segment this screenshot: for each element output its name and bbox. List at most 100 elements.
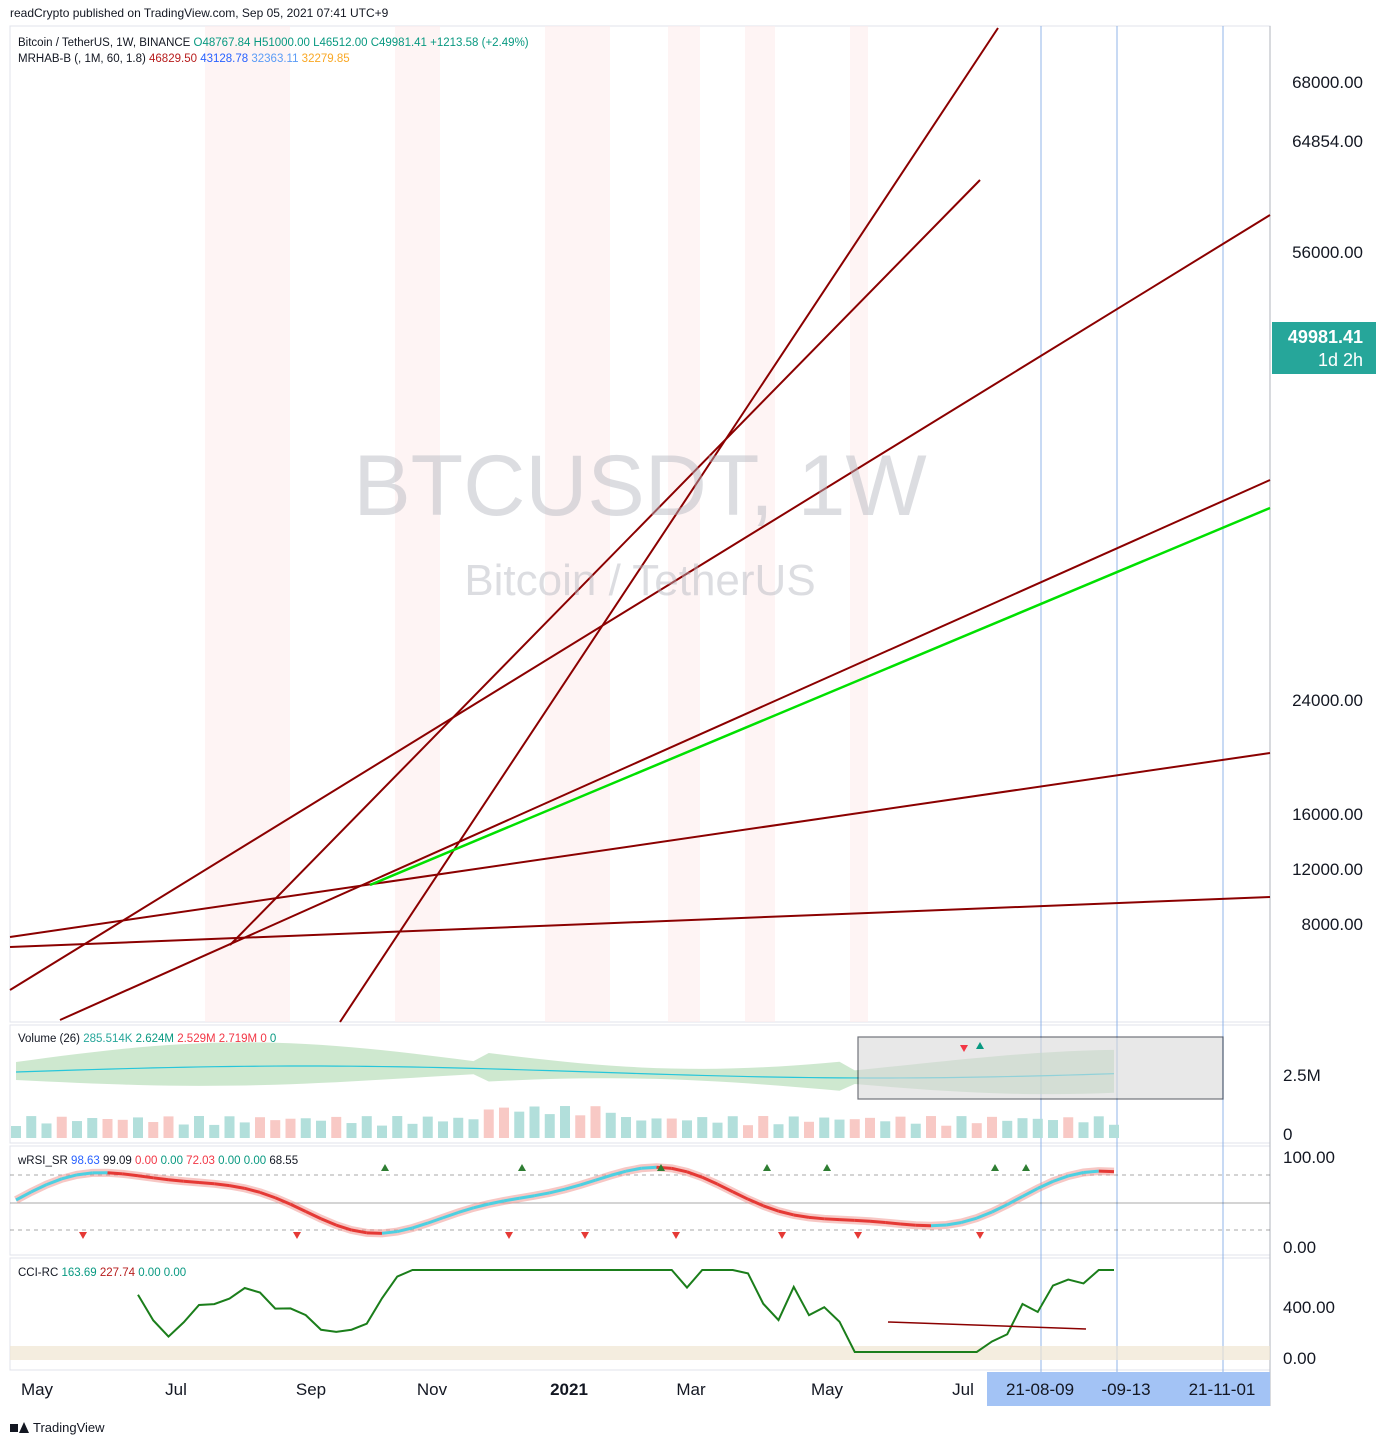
cci-trendline [887,1321,1087,1330]
rsi-segment [564,1183,581,1191]
rsi-segment [427,1216,444,1225]
volume-bar [255,1117,265,1138]
rsi-segment [732,1190,749,1201]
rsi-segment [549,1187,566,1195]
volume-bar [788,1116,799,1138]
volume-tick-1: 0 [1283,1125,1292,1144]
trendlines [9,27,1271,1023]
volume-bar [468,1119,479,1138]
tradingview-brand: TradingView [33,1420,105,1435]
volume-bar [697,1117,708,1138]
rsi-segment [610,1169,627,1177]
rsi-segment [244,1186,261,1194]
rsi-segment [701,1175,719,1186]
volume-bar [712,1122,723,1138]
volume-bar [1093,1116,1104,1138]
rsi-segment [503,1196,520,1203]
last-price-bg [1272,322,1376,374]
rsi-segment [168,1178,184,1183]
time-range-highlight [987,1372,1270,1406]
main-legend-line1: Bitcoin / TetherUS, 1W, BINANCE O48767.8… [18,37,529,49]
volume-bar [224,1116,235,1138]
volume-bar [102,1119,113,1138]
volume-bar [865,1117,875,1138]
rsi-buy-arrow-icon [823,1164,831,1171]
volume-bar [361,1116,372,1138]
volume-bar [758,1116,769,1138]
volume-bar [316,1120,326,1138]
rsi-segment [214,1182,230,1188]
buy-arrow-icon [976,1042,984,1049]
volume-bar [239,1122,250,1138]
cci-line [137,1269,1114,1353]
volume-bar [1109,1124,1119,1138]
trendline-5 [229,179,981,946]
rsi-segment [534,1191,551,1198]
volume-bar [895,1116,906,1138]
volume-bar [666,1118,677,1138]
rsi-sell-arrow-icon [778,1232,786,1239]
volume-bar [1002,1120,1013,1138]
rsi-segment [1021,1187,1039,1198]
volume-bar [499,1107,509,1138]
rsi-segment [30,1183,48,1194]
rsi-segment [259,1190,276,1200]
rsi-segment [641,1165,657,1170]
rsi-segment [762,1204,779,1213]
main-legend-line2: MRHAB-B (, 1M, 60, 1.8) 46829.50 43128.7… [18,53,350,65]
volume-bar [926,1116,936,1138]
tradingview-footer[interactable]: TradingView [10,1420,105,1435]
rsi-tick-1: 0.00 [1283,1238,1316,1257]
published-caption: readCrypto published on TradingView.com,… [10,6,389,20]
volume-bar [605,1112,616,1138]
rsi-segment [625,1166,642,1173]
volume-bar [377,1125,387,1138]
session-band-4 [745,26,775,1022]
rsi-segment [61,1173,78,1181]
trendline-4 [9,752,1271,938]
rsi-segment [45,1177,63,1187]
volume-bar [971,1123,982,1138]
volume-bar [910,1123,921,1138]
volume-bar [529,1106,540,1138]
volume-bar [178,1124,189,1138]
volume-bar [849,1119,860,1138]
volume-legend: Volume (26) 285.514K 2.624M 2.529M 2.719… [18,1033,276,1045]
volume-bar [651,1118,662,1138]
price-tick-5: 12000.00 [1292,860,1363,879]
rsi-buy-arrow-icon [763,1164,771,1171]
volume-bar [987,1116,997,1138]
rsi-sell-arrow-icon [79,1232,87,1239]
rsi-tick-0: 100.00 [1283,1148,1335,1167]
rsi-buy-arrow-icon [1022,1164,1030,1171]
session-band-2 [545,26,610,1022]
rsi-sell-arrow-icon [672,1232,680,1239]
volume-bar [682,1120,692,1138]
volume-bar [11,1126,21,1138]
watermark-symbol: BTCUSDT, 1W [353,438,926,534]
rsi-segment [198,1181,215,1186]
rsi-segment [671,1166,688,1174]
time-label-3: Nov [417,1380,448,1399]
trendline-0 [9,896,1271,948]
rsi-buy-arrow-icon [518,1164,526,1171]
rsi-segment [229,1184,246,1190]
rsi-sell-arrow-icon [293,1232,301,1239]
volume-bar [483,1109,494,1138]
rsi-segment [320,1217,337,1227]
rsi-segment [656,1165,672,1170]
rsi-segment [824,1217,840,1222]
cci-tick-1: 0.00 [1283,1349,1316,1368]
last-price-box: 49981.41 1d 2h [1272,322,1376,374]
time-axis: May Jul Sep Nov 2021 Mar May Jul 21-08-09 -09-13 2… [21,1372,1270,1406]
volume-bar [1017,1118,1028,1138]
volume-bar [956,1116,967,1138]
rsi-segment [915,1223,932,1228]
time-highlight-2: 21-11-01 [1189,1380,1256,1399]
volume-bar [133,1117,143,1138]
rsi-segment [76,1171,93,1177]
volume-bar [590,1106,601,1138]
rsi-segment [716,1182,734,1194]
volume-bar [636,1120,647,1138]
